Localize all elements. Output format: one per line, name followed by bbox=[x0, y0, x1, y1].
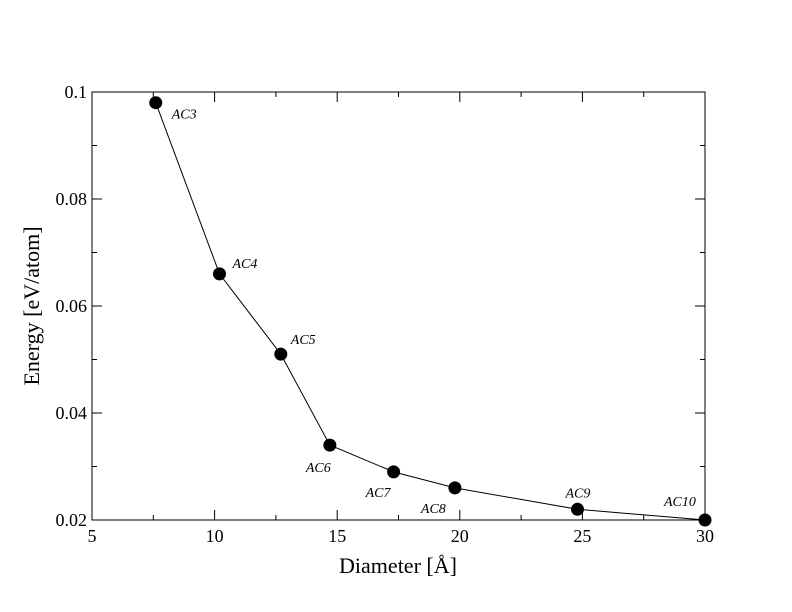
data-point-label: AC5 bbox=[290, 333, 316, 348]
y-tick-label: 0.08 bbox=[56, 189, 88, 209]
data-point bbox=[448, 481, 462, 495]
data-point-label: AC3 bbox=[171, 108, 197, 123]
x-axis-label: Diameter [Å] bbox=[339, 553, 457, 578]
y-tick-label: 0.06 bbox=[56, 296, 88, 316]
y-axis-ticks bbox=[92, 91, 705, 521]
y-axis-label: Energy [eV/atom] bbox=[19, 226, 44, 385]
x-tick-label: 20 bbox=[451, 526, 469, 546]
series-line-group bbox=[155, 102, 706, 521]
data-point bbox=[570, 502, 584, 516]
x-tick-label: 10 bbox=[206, 526, 224, 546]
data-point-label: AC7 bbox=[365, 486, 392, 501]
x-axis-tick-labels: 5 10 15 20 25 30 bbox=[88, 526, 715, 546]
data-point-label: AC10 bbox=[663, 495, 696, 510]
data-point bbox=[274, 347, 288, 361]
y-axis-tick-labels: 0.02 0.04 0.06 0.08 0.1 bbox=[56, 82, 88, 530]
y-tick-label: 0.02 bbox=[56, 510, 88, 530]
data-point bbox=[323, 438, 337, 452]
point-labels: AC3 AC4 AC5 AC6 AC7 AC8 AC9 AC10 bbox=[171, 108, 696, 517]
x-axis-ticks bbox=[91, 92, 706, 520]
series-line bbox=[155, 102, 706, 521]
data-point-label: AC6 bbox=[305, 461, 331, 476]
data-point bbox=[213, 267, 227, 281]
data-point bbox=[698, 513, 712, 527]
plot-frame bbox=[91, 91, 706, 521]
x-tick-label: 5 bbox=[88, 526, 97, 546]
x-tick-label: 15 bbox=[328, 526, 346, 546]
y-tick-label: 0.1 bbox=[65, 82, 88, 102]
y-tick-label: 0.04 bbox=[56, 403, 88, 423]
data-point bbox=[387, 465, 401, 479]
x-tick-label: 30 bbox=[696, 526, 714, 546]
data-point-label: AC8 bbox=[420, 502, 446, 517]
x-tick-label: 25 bbox=[573, 526, 591, 546]
series-markers bbox=[149, 96, 712, 527]
data-point bbox=[149, 96, 163, 110]
plot-frame-group bbox=[91, 91, 706, 521]
data-point-label: AC9 bbox=[564, 486, 590, 501]
data-point-label: AC4 bbox=[232, 257, 258, 272]
